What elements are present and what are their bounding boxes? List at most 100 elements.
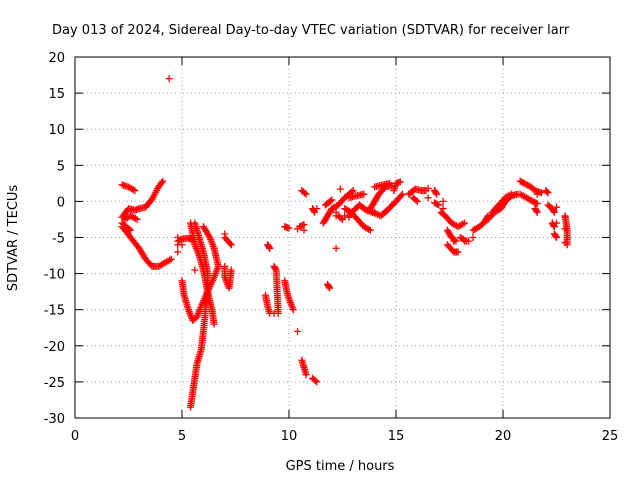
data-point bbox=[191, 266, 199, 274]
data-point bbox=[412, 196, 420, 204]
data-point bbox=[508, 190, 516, 198]
tick-labels: 0 5 10 15 20 25 -30 -25 -20 -15 -10 -5 0 5 10 15 20 bbox=[44, 51, 619, 444]
data-point bbox=[271, 265, 279, 273]
data-point bbox=[397, 192, 405, 200]
data-point bbox=[325, 283, 333, 291]
data-point bbox=[469, 234, 477, 241]
data-point bbox=[311, 208, 319, 216]
data-point bbox=[174, 248, 182, 256]
data-point bbox=[439, 205, 447, 213]
y-tick-label: -30 bbox=[44, 412, 65, 427]
data-point bbox=[349, 187, 357, 195]
data-point bbox=[439, 197, 447, 205]
data-point bbox=[365, 225, 373, 233]
data-point bbox=[270, 309, 278, 317]
data-point bbox=[127, 226, 135, 234]
data-point bbox=[265, 243, 273, 251]
data-point bbox=[191, 237, 199, 245]
data-point bbox=[332, 212, 340, 220]
data-point bbox=[432, 189, 440, 197]
x-tick-label: 15 bbox=[388, 429, 405, 444]
data-point bbox=[544, 189, 552, 197]
x-tick-label: 20 bbox=[495, 429, 512, 444]
data-point bbox=[561, 213, 569, 221]
data-point bbox=[533, 190, 541, 198]
data-point bbox=[129, 186, 137, 194]
data-point bbox=[174, 234, 182, 241]
data-point bbox=[459, 220, 467, 228]
data-point bbox=[506, 191, 514, 199]
data-point bbox=[341, 212, 349, 220]
data-point bbox=[396, 178, 404, 186]
grid bbox=[75, 57, 610, 418]
data-point bbox=[165, 75, 173, 83]
data-point bbox=[289, 306, 297, 314]
data-point bbox=[538, 189, 546, 197]
data-point bbox=[519, 179, 527, 187]
x-tick-label: 10 bbox=[281, 429, 298, 444]
data-point bbox=[533, 207, 541, 215]
data-point bbox=[553, 234, 560, 241]
data-point bbox=[131, 215, 139, 223]
data-point bbox=[371, 208, 379, 216]
data-point bbox=[300, 226, 308, 234]
data-points bbox=[118, 75, 571, 411]
y-tick-label: -5 bbox=[52, 232, 65, 247]
data-point bbox=[424, 184, 432, 192]
data-point bbox=[326, 284, 334, 292]
data-point bbox=[221, 230, 229, 238]
y-tick-label: 15 bbox=[48, 87, 65, 102]
data-point bbox=[465, 237, 473, 245]
data-point bbox=[159, 177, 167, 185]
data-point bbox=[533, 200, 541, 208]
data-point bbox=[552, 232, 560, 240]
y-tick-label: 0 bbox=[57, 195, 65, 210]
data-point bbox=[227, 266, 235, 274]
x-tick-label: 0 bbox=[71, 429, 79, 444]
y-axis-label: SDTVAR / TECUs bbox=[6, 185, 21, 292]
data-point bbox=[133, 215, 141, 223]
data-point bbox=[158, 179, 166, 187]
data-point bbox=[131, 187, 139, 195]
data-point bbox=[311, 377, 319, 385]
data-point bbox=[327, 197, 335, 205]
data-point bbox=[424, 194, 432, 202]
data-point bbox=[313, 378, 321, 386]
x-axis-label: GPS time / hours bbox=[286, 459, 395, 474]
data-point bbox=[167, 255, 175, 263]
data-point bbox=[178, 241, 186, 249]
data-point bbox=[360, 190, 368, 198]
y-tick-label: -15 bbox=[44, 304, 65, 319]
data-point bbox=[302, 371, 310, 379]
data-point bbox=[200, 224, 208, 232]
data-point bbox=[433, 200, 441, 208]
data-point bbox=[125, 225, 133, 233]
data-point bbox=[366, 226, 374, 234]
axes bbox=[74, 56, 611, 419]
data-point bbox=[166, 256, 174, 264]
data-point bbox=[543, 188, 551, 196]
data-point bbox=[336, 185, 344, 193]
y-tick-label: 5 bbox=[57, 159, 65, 174]
data-point bbox=[294, 327, 302, 335]
data-point bbox=[550, 207, 558, 215]
data-point bbox=[210, 320, 218, 328]
data-point bbox=[454, 248, 462, 256]
data-point bbox=[398, 190, 406, 198]
data-point bbox=[301, 189, 309, 197]
data-point bbox=[313, 205, 321, 213]
x-tick-label: 5 bbox=[178, 429, 186, 444]
data-point bbox=[450, 236, 458, 244]
chart-title: Day 013 of 2024, Sidereal Day-to-day VTE… bbox=[52, 23, 570, 38]
data-point bbox=[226, 239, 234, 247]
y-tick-label: -20 bbox=[44, 340, 65, 355]
data-point bbox=[337, 214, 345, 222]
data-point bbox=[533, 208, 541, 216]
data-point bbox=[266, 244, 274, 252]
data-point bbox=[386, 179, 394, 187]
y-tick-label: -10 bbox=[44, 268, 65, 283]
data-point bbox=[553, 203, 560, 211]
data-point bbox=[339, 215, 346, 223]
data-point bbox=[299, 221, 307, 229]
